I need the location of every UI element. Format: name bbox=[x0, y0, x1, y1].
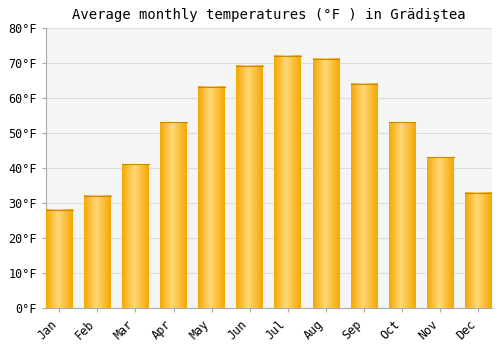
Title: Average monthly temperatures (°F ) in Grädiştea: Average monthly temperatures (°F ) in Gr… bbox=[72, 8, 466, 22]
